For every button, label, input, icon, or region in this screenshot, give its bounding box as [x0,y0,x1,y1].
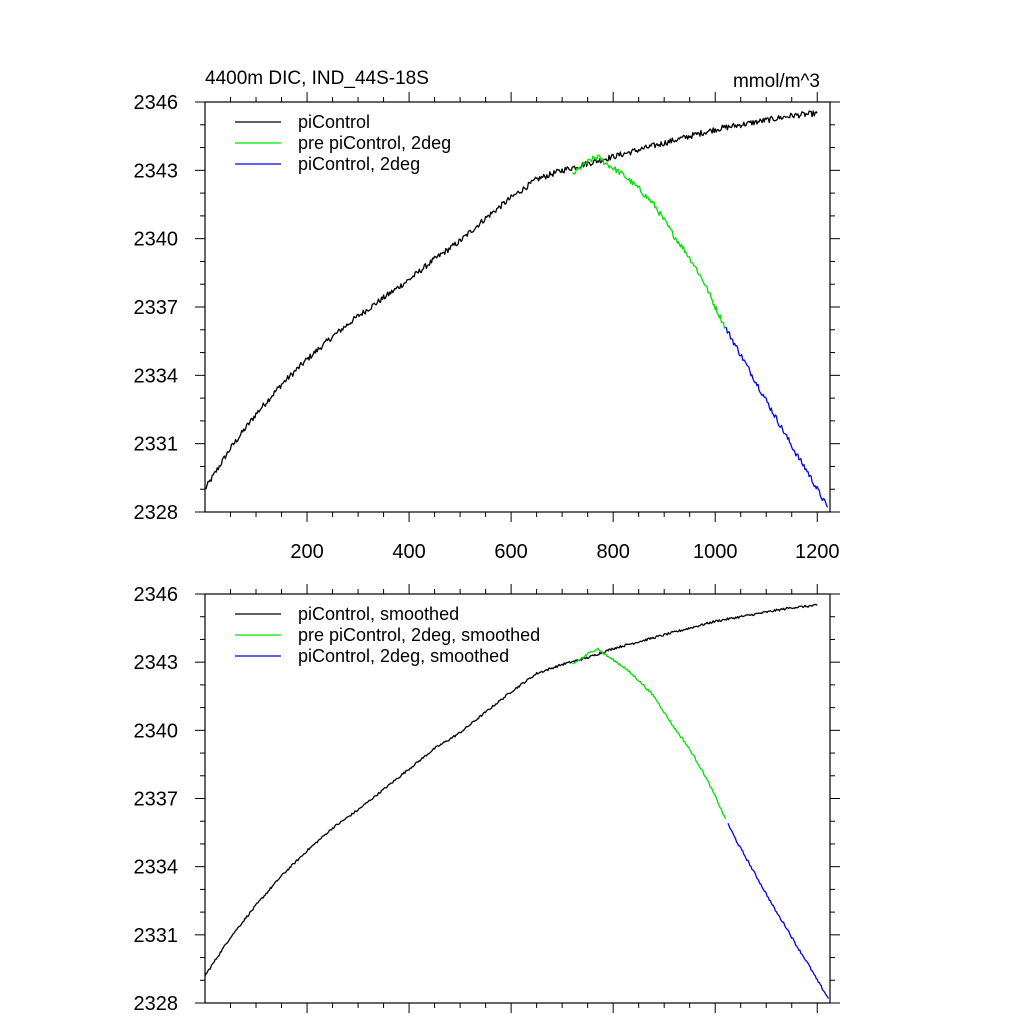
x-tick-label: 200 [290,541,323,563]
y-tick-label: 2334 [134,365,179,387]
legend-label-1: pre piControl, 2deg, smoothed [298,625,540,645]
series-line-2 [725,326,829,508]
legend-label-0: piControl [298,112,370,132]
y-tick-label: 2346 [134,92,179,114]
y-tick-label: 2337 [134,297,179,319]
y-tick-label: 2328 [134,993,179,1015]
series-line-2 [727,822,830,999]
legend-label-0: piControl, smoothed [298,604,459,624]
legend-label-1: pre piControl, 2deg [298,133,451,153]
series-line-1 [572,154,726,329]
top-panel: 2328 2331 2334 2337 2340 2343 2346 200 400 600 800… [134,68,840,563]
x-tick-label: 400 [392,541,425,563]
units-label: mmol/m^3 [733,71,820,92]
x-tick-label: 1000 [693,541,738,563]
x-tick-label: 1200 [795,541,840,563]
series-line-1 [571,647,727,820]
series-line-0 [204,603,818,977]
legend-label-2: piControl, 2deg, smoothed [298,646,509,666]
legend-label-2: piControl, 2deg [298,154,420,174]
y-tick-label: 2343 [134,160,179,182]
y-tick-label: 2343 [134,652,179,674]
series-line-0 [204,110,818,490]
y-tick-label: 2340 [134,229,179,251]
y-tick-label: 2331 [134,925,179,947]
y-tick-label: 2340 [134,720,179,742]
chart-title: 4400m DIC, IND_44S-18S [205,68,429,89]
y-tick-label: 2346 [134,584,179,606]
y-tick-label: 2331 [134,434,179,456]
bottom-panel: 2328 2331 2334 2337 2340 2343 2346 piControl, s… [134,584,840,1015]
y-tick-label: 2337 [134,789,179,811]
x-tick-label: 800 [596,541,629,563]
x-tick-label: 600 [494,541,527,563]
y-tick-label: 2328 [134,502,179,524]
y-tick-label: 2334 [134,857,179,879]
